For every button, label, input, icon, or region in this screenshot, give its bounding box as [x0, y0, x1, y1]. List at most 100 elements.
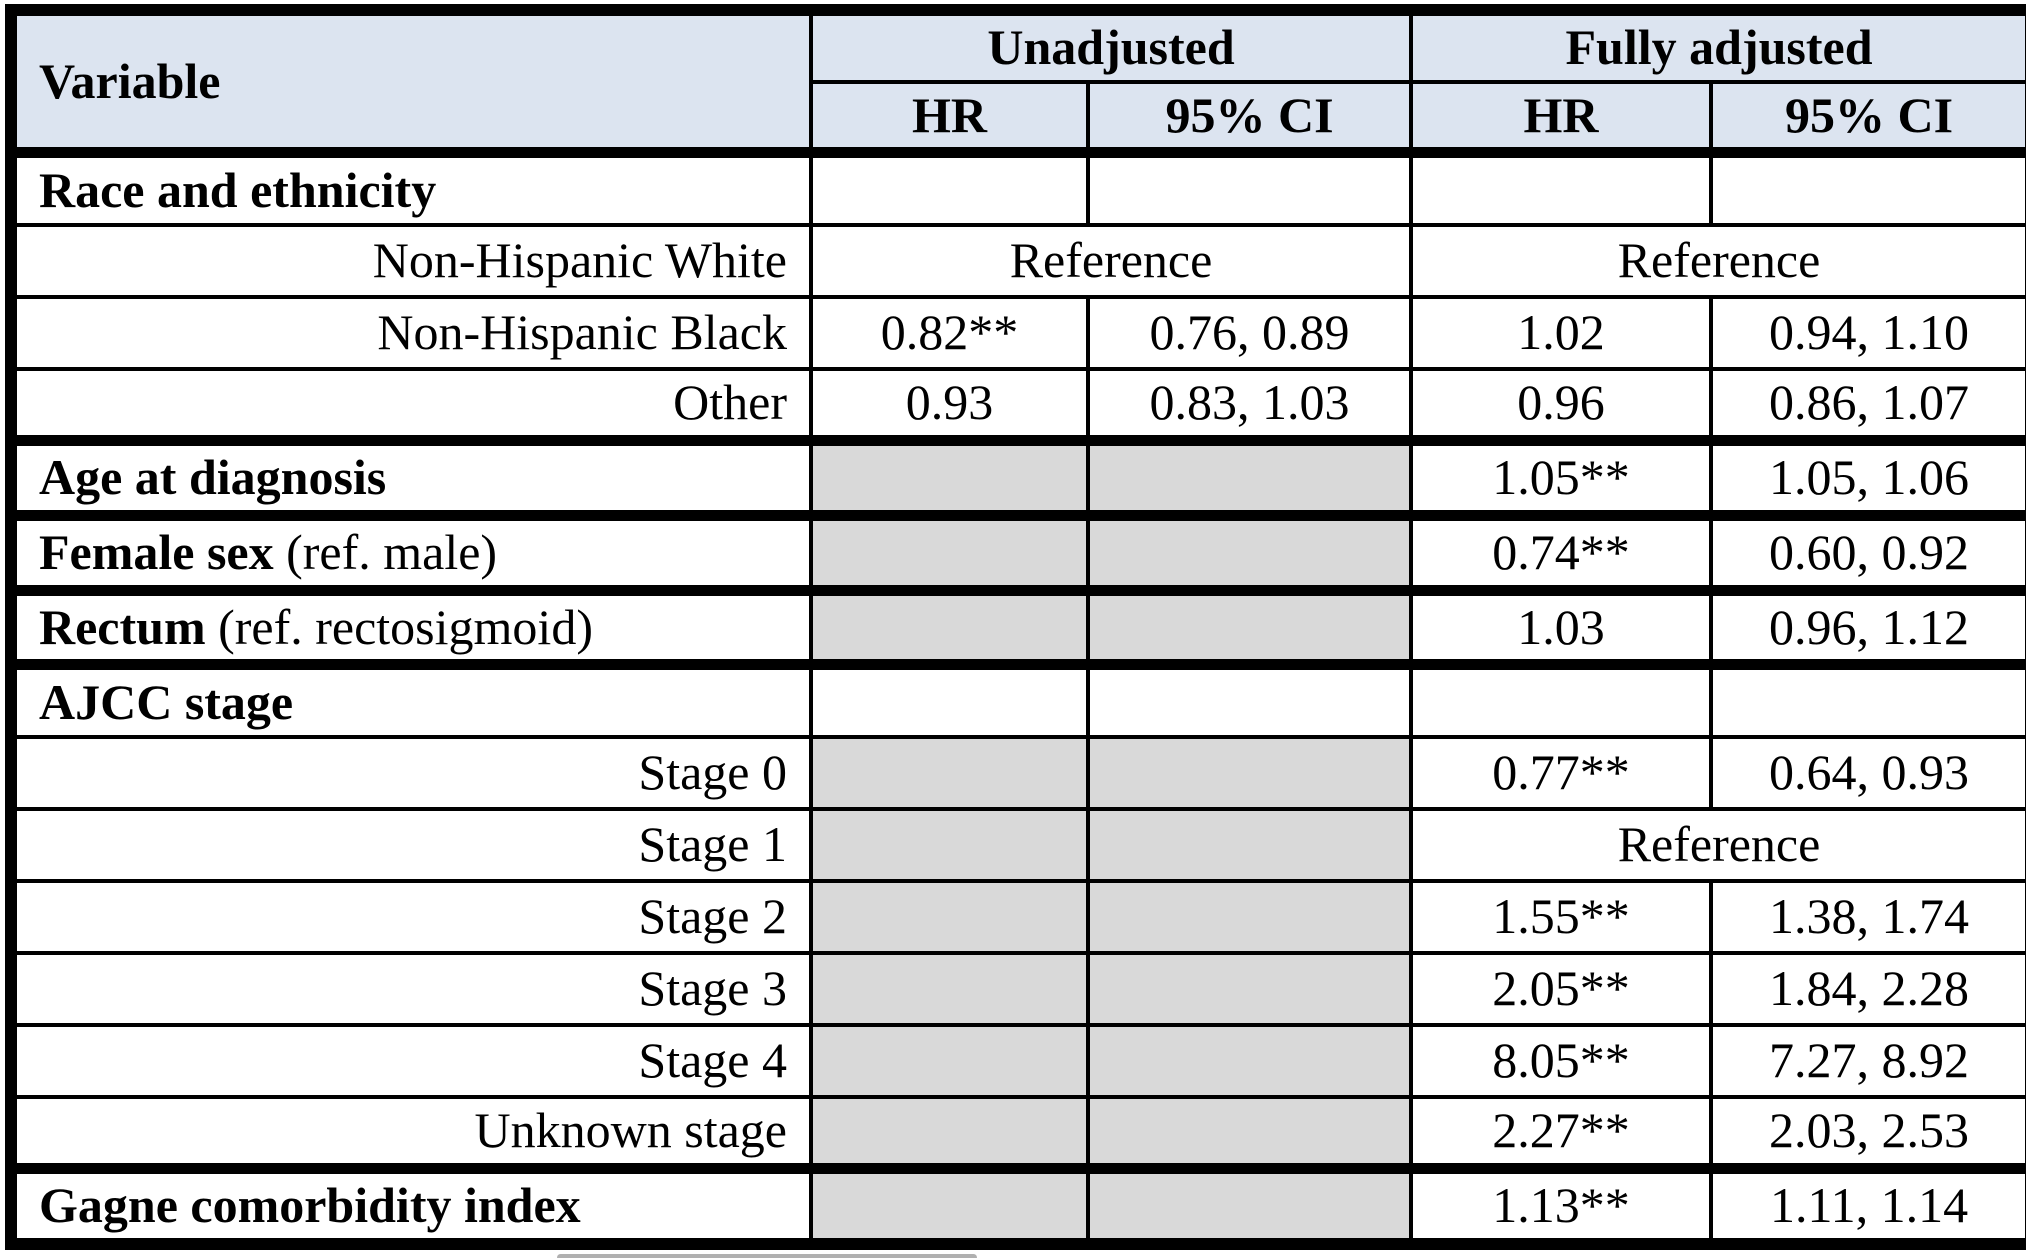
column-group-fully-adjusted: Fully adjusted — [1409, 10, 2026, 82]
column-header-fully-adjusted-ci: 95% CI — [1709, 79, 2026, 153]
column-group-unadjusted: Unadjusted — [808, 10, 1412, 82]
fully-adjusted-ci-cell: 7.27, 8.92 — [1709, 1022, 2026, 1097]
table-row-rectum: Rectum (ref. rectosigmoid) 1.03 0.96, 1.… — [9, 584, 2026, 665]
shaded-empty-cell — [809, 950, 1088, 1025]
table-row-race-ethnicity: Race and ethnicity — [9, 147, 2026, 225]
row-label-cell: Rectum (ref. rectosigmoid) — [9, 584, 811, 665]
empty-cell — [1709, 659, 2026, 737]
fully-adjusted-hr-cell: 8.05** — [1409, 1022, 1712, 1097]
fully-adjusted-ci-cell: 1.38, 1.74 — [1709, 878, 2026, 953]
unadjusted-ci-cell: 0.76, 0.89 — [1085, 294, 1412, 369]
empty-cell — [1085, 147, 1412, 225]
fully-adjusted-ci-cell: 2.03, 2.53 — [1709, 1094, 2026, 1169]
shaded-empty-cell — [809, 806, 1088, 881]
table-row-non-hispanic-white: Non-Hispanic White Reference Reference — [9, 222, 2026, 297]
fully-adjusted-hr-cell: 1.55** — [1409, 878, 1712, 953]
shaded-empty-cell — [809, 1163, 1088, 1244]
fully-adjusted-hr-cell: 1.03 — [1409, 584, 1712, 665]
row-label-cell: Female sex (ref. male) — [9, 509, 811, 591]
table-row-ajcc-stage: AJCC stage — [9, 659, 2026, 737]
table-row-stage-1: Stage 1 Reference — [9, 806, 2026, 881]
fully-adjusted-hr-cell: 0.77** — [1409, 734, 1712, 809]
row-label-cell: Stage 2 — [9, 878, 811, 953]
shaded-empty-cell — [1085, 1022, 1412, 1097]
fully-adjusted-ci-cell: 1.11, 1.14 — [1709, 1163, 2026, 1244]
fully-adjusted-reference-cell: Reference — [1409, 806, 2026, 881]
shaded-empty-cell — [809, 734, 1088, 809]
column-header-variable: Variable — [9, 10, 811, 153]
fully-adjusted-hr-cell: 2.27** — [1409, 1094, 1712, 1169]
row-label-cell: Stage 1 — [9, 806, 811, 881]
empty-cell — [1409, 147, 1712, 225]
fully-adjusted-ci-cell: 1.84, 2.28 — [1709, 950, 2026, 1025]
row-label-cell: Stage 3 — [9, 950, 811, 1025]
shaded-empty-cell — [1085, 509, 1412, 591]
shaded-empty-cell — [809, 509, 1088, 591]
shaded-empty-cell — [1085, 1163, 1412, 1244]
fully-adjusted-hr-cell: 2.05** — [1409, 950, 1712, 1025]
shaded-empty-cell — [809, 1022, 1088, 1097]
shaded-empty-cell — [1085, 878, 1412, 953]
fully-adjusted-ci-cell: 0.60, 0.92 — [1709, 509, 2026, 591]
row-label-cell: Stage 0 — [9, 734, 811, 809]
fully-adjusted-reference-cell: Reference — [1409, 222, 2026, 297]
row-label-cell: Unknown stage — [9, 1094, 811, 1169]
fully-adjusted-ci-cell: 0.64, 0.93 — [1709, 734, 2026, 809]
row-label-cell: Race and ethnicity — [9, 147, 811, 225]
fully-adjusted-ci-cell: 0.96, 1.12 — [1709, 584, 2026, 665]
table-row-stage-0: Stage 0 0.77** 0.64, 0.93 — [9, 734, 2026, 809]
fully-adjusted-ci-cell: 1.05, 1.06 — [1709, 435, 2026, 516]
fully-adjusted-hr-cell: 0.74** — [1409, 509, 1712, 591]
fully-adjusted-hr-cell: 0.96 — [1409, 366, 1712, 441]
fully-adjusted-ci-cell: 0.86, 1.07 — [1709, 366, 2026, 441]
unadjusted-ci-cell: 0.83, 1.03 — [1085, 366, 1412, 441]
shaded-empty-cell — [809, 584, 1088, 665]
table-row-stage-3: Stage 3 2.05** 1.84, 2.28 — [9, 950, 2026, 1025]
row-label-bold: Rectum — [39, 598, 206, 655]
shaded-empty-cell — [1085, 1094, 1412, 1169]
shaded-empty-cell — [809, 878, 1088, 953]
row-label-cell: AJCC stage — [9, 659, 811, 737]
row-label-cell: Gagne comorbidity index — [9, 1163, 811, 1244]
fully-adjusted-hr-cell: 1.13** — [1409, 1163, 1712, 1244]
row-label-note: (ref. male) — [273, 524, 498, 581]
hazard-ratio-table: Variable Unadjusted Fully adjusted HR 95… — [5, 4, 2026, 1250]
row-label-cell: Stage 4 — [9, 1022, 811, 1097]
unadjusted-reference-cell: Reference — [808, 222, 1412, 297]
empty-cell — [1709, 147, 2026, 225]
row-label-cell: Non-Hispanic Black — [9, 294, 811, 369]
table-row-gagne-comorbidity-index: Gagne comorbidity index 1.13** 1.11, 1.1… — [9, 1163, 2026, 1244]
table-row-other-race: Other 0.93 0.83, 1.03 0.96 0.86, 1.07 — [9, 366, 2026, 441]
empty-cell — [809, 659, 1088, 737]
table-row-unknown-stage: Unknown stage 2.27** 2.03, 2.53 — [9, 1094, 2026, 1169]
header-row-groups: Variable Unadjusted Fully adjusted — [9, 10, 2026, 153]
scrollbar-thumb-artifact[interactable] — [557, 1254, 977, 1258]
shaded-empty-cell — [1085, 435, 1412, 516]
shaded-empty-cell — [1085, 584, 1412, 665]
shaded-empty-cell — [1085, 806, 1412, 881]
empty-cell — [809, 147, 1088, 225]
fully-adjusted-ci-cell: 0.94, 1.10 — [1709, 294, 2026, 369]
row-label-cell: Non-Hispanic White — [9, 222, 811, 297]
table-row-stage-4: Stage 4 8.05** 7.27, 8.92 — [9, 1022, 2026, 1097]
table-row-female-sex: Female sex (ref. male) 0.74** 0.60, 0.92 — [9, 509, 2026, 591]
table-row-age-at-diagnosis: Age at diagnosis 1.05** 1.05, 1.06 — [9, 435, 2026, 516]
row-label-cell: Age at diagnosis — [9, 435, 811, 516]
column-header-unadjusted-ci: 95% CI — [1085, 79, 1412, 153]
shaded-empty-cell — [809, 435, 1088, 516]
table-row-stage-2: Stage 2 1.55** 1.38, 1.74 — [9, 878, 2026, 953]
header-row-stats: HR 95% CI HR 95% CI — [11, 79, 2026, 153]
column-header-unadjusted-hr: HR — [809, 79, 1088, 153]
row-label-note: (ref. rectosigmoid) — [205, 598, 593, 655]
table-row-non-hispanic-black: Non-Hispanic Black 0.82** 0.76, 0.89 1.0… — [9, 294, 2026, 369]
fully-adjusted-hr-cell: 1.05** — [1409, 435, 1712, 516]
column-header-fully-adjusted-hr: HR — [1409, 79, 1712, 153]
shaded-empty-cell — [809, 1094, 1088, 1169]
shaded-empty-cell — [1085, 950, 1412, 1025]
empty-cell — [1085, 659, 1412, 737]
row-label-cell: Other — [9, 366, 811, 441]
empty-cell — [1409, 659, 1712, 737]
row-label-bold: Female sex — [39, 524, 274, 581]
unadjusted-hr-cell: 0.93 — [809, 366, 1088, 441]
unadjusted-hr-cell: 0.82** — [809, 294, 1088, 369]
